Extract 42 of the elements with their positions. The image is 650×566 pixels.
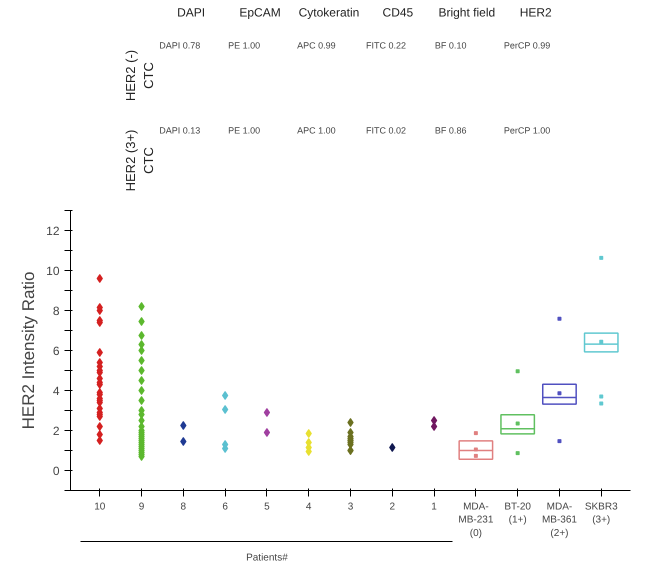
x-tick-label: MDA- MB-231 (0) bbox=[458, 502, 494, 539]
category-label: DAPI bbox=[177, 6, 206, 20]
x-tick-label: 2 bbox=[390, 502, 396, 512]
x-tick-label: BT-20 (1+) bbox=[504, 502, 532, 526]
text: BF 0.10 bbox=[434, 40, 466, 50]
x-tick-label: MDA- MB-361 (2+) bbox=[542, 502, 578, 539]
category-label: HER2 (-) CTC bbox=[122, 50, 156, 102]
y-tick-label: 6 bbox=[52, 344, 60, 358]
category-label: HER2 bbox=[520, 6, 552, 20]
text: PerCP 1.00 bbox=[504, 126, 550, 136]
y-tick-label: 2 bbox=[52, 424, 60, 438]
category-label: CD45 bbox=[382, 6, 414, 20]
category-label: Bright field bbox=[438, 6, 496, 20]
text: FITC 0.22 bbox=[366, 40, 406, 50]
y-axis-title: HER2 Intensity Ratio bbox=[19, 272, 38, 430]
text: FITC 0.02 bbox=[366, 126, 406, 136]
category-label: HER2 (3+) CTC bbox=[122, 130, 156, 192]
x-tick-label: SKBR3 (3+) bbox=[584, 502, 618, 526]
x-tick-label: 3 bbox=[348, 502, 354, 512]
text: APC 1.00 bbox=[297, 126, 336, 136]
text: DAPI 0.13 bbox=[159, 126, 200, 136]
x-tick-label: 10 bbox=[94, 502, 106, 512]
category-label: EpCAM bbox=[239, 6, 281, 20]
y-tick-label: 10 bbox=[46, 264, 60, 278]
text: PE 1.00 bbox=[228, 126, 260, 136]
y-tick-label: 12 bbox=[46, 224, 60, 238]
x-tick-label: 8 bbox=[180, 502, 187, 512]
category-label: Cytokeratin bbox=[298, 6, 360, 20]
x-axis-title: Patients# bbox=[246, 552, 288, 564]
text: APC 0.99 bbox=[297, 40, 336, 50]
x-tick-label: 5 bbox=[264, 502, 270, 512]
x-tick-label: 1 bbox=[431, 502, 438, 512]
y-tick-label: 0 bbox=[52, 464, 60, 478]
x-tick-label: 9 bbox=[138, 502, 145, 512]
x-tick-label: 4 bbox=[306, 502, 312, 512]
x-tick-label: 6 bbox=[222, 502, 228, 512]
text: PerCP 0.99 bbox=[504, 40, 550, 50]
text: PE 1.00 bbox=[228, 40, 260, 50]
text: BF 0.86 bbox=[434, 126, 466, 136]
text: DAPI 0.78 bbox=[159, 40, 200, 50]
y-tick-label: 8 bbox=[52, 304, 60, 318]
y-tick-label: 4 bbox=[52, 384, 60, 398]
